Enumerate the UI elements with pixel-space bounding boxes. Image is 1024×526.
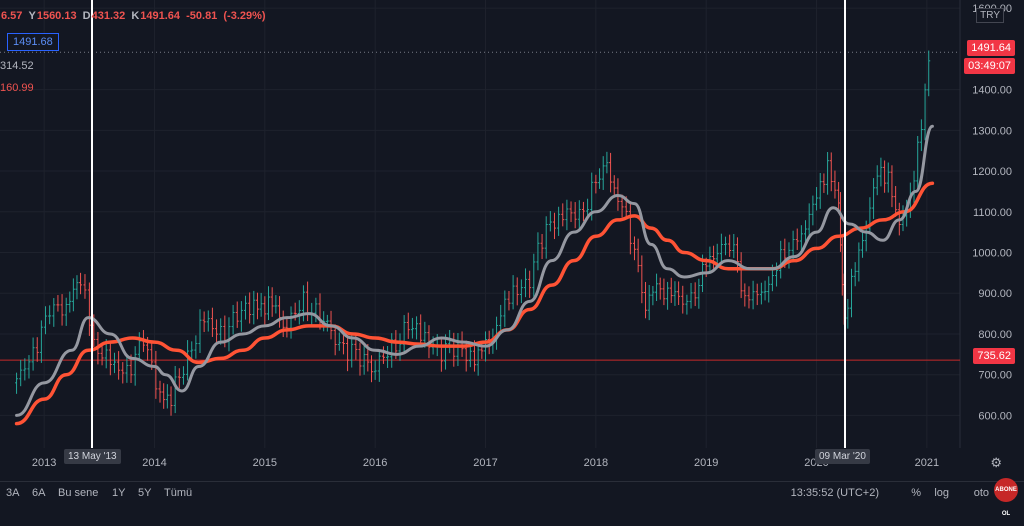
y-tick-label: 600.00 — [978, 410, 1012, 422]
range-6m-button[interactable]: 6A — [32, 487, 46, 499]
range-5y-button[interactable]: 5Y — [138, 487, 152, 499]
last-price-tag: 1491.64 — [967, 40, 1015, 56]
y-tick-label: 1100.00 — [973, 207, 1012, 219]
ohlc-change-pct: (-3.29%) — [223, 10, 266, 22]
ohlc-close: K1491.64 — [131, 10, 181, 22]
bar-countdown-tag: 03:49:07 — [964, 58, 1015, 74]
hline-price-tag: 735.62 — [973, 348, 1015, 364]
crosshair-price-box: 1491.68 — [7, 33, 59, 51]
y-tick-label: 1000.00 — [972, 248, 1012, 260]
y-tick-label: 1300.00 — [972, 125, 1012, 137]
ma-fast-line — [15, 124, 934, 417]
auto-scale-toggle[interactable]: oto — [973, 487, 989, 499]
y-tick-label: 1200.00 — [972, 166, 1012, 178]
x-tick-label: 2013 — [32, 457, 56, 469]
vline-marker-label: 13 May '13 — [64, 449, 121, 464]
percent-scale-toggle[interactable]: % — [911, 487, 921, 499]
ma-slow-line — [14, 181, 935, 426]
price-chart[interactable]: 600.00 700.00 800.00 900.00 1000.00 1100.00 12… — [0, 0, 1024, 504]
ohlc-change: -50.81 — [186, 10, 218, 22]
clock-timezone[interactable]: 13:35:52 (UTC+2) — [790, 487, 879, 499]
range-all-button[interactable]: Tümü — [164, 487, 193, 499]
ohlc-high: Y1560.13 — [28, 10, 77, 22]
x-tick-label: 2016 — [363, 457, 387, 469]
x-tick-label: 2018 — [584, 457, 608, 469]
y-tick-label: 900.00 — [978, 288, 1012, 300]
currency-label[interactable]: TRY — [976, 8, 1004, 23]
y-tick-label: 800.00 — [978, 329, 1012, 341]
ohlc-open: 6.57 — [1, 10, 23, 22]
x-tick-label: 2021 — [915, 457, 939, 469]
y-tick-label: 1400.00 — [972, 85, 1012, 97]
log-scale-toggle[interactable]: log — [934, 487, 949, 499]
ohlc-legend: 6.57 Y1560.13 D431.32 K1491.64 -50.81 (-… — [0, 10, 269, 22]
x-tick-label: 2015 — [253, 457, 277, 469]
range-ytd-button[interactable]: Bu sene — [58, 487, 99, 499]
settings-gear-icon[interactable]: ⚙ — [990, 455, 1002, 470]
range-3m-button[interactable]: 3A — [6, 487, 20, 499]
x-tick-label: 2019 — [694, 457, 718, 469]
vline-marker-label: 09 Mar '20 — [815, 449, 870, 464]
y-tick-label: 700.00 — [978, 370, 1012, 382]
ohlc-low: D431.32 — [82, 10, 126, 22]
x-tick-label: 2017 — [473, 457, 497, 469]
subscribe-logo: ABONE OL — [994, 478, 1018, 517]
bottom-toolbar: 3A 6A Bu sene 1Y 5Y Tümü 13:35:52 (UTC+2… — [0, 481, 1024, 504]
ma-slow-value: 160.99 — [0, 82, 34, 94]
x-tick-label: 2014 — [142, 457, 166, 469]
range-1y-button[interactable]: 1Y — [112, 487, 126, 499]
ma-fast-value: 314.52 — [0, 60, 34, 72]
